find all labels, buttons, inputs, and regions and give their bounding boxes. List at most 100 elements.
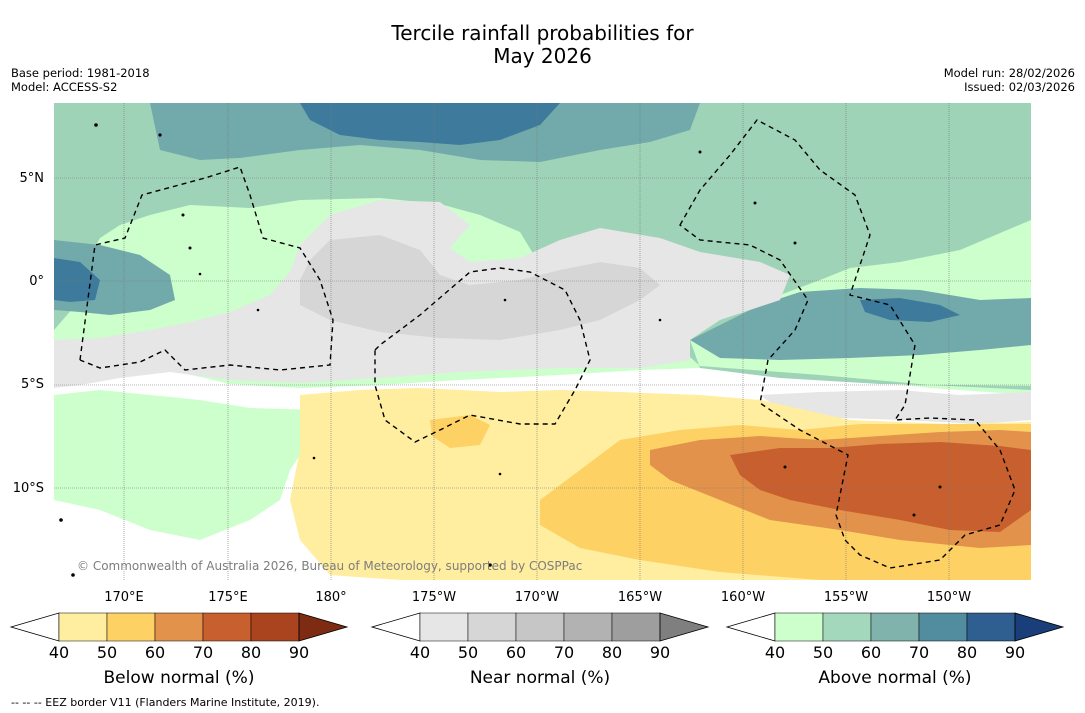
base-period: Base period: 1981-2018 <box>11 66 150 80</box>
above-normal-50-zone <box>54 103 1031 390</box>
run-info: Model run: 28/02/2026 Issued: 02/03/2026 <box>944 66 1075 94</box>
lat-label-10s: 10°S <box>12 481 44 496</box>
lon-label-175e: 175°E <box>208 590 248 605</box>
model-run-date: Model run: 28/02/2026 <box>943 66 1075 80</box>
island <box>753 201 757 205</box>
above-normal-60-zone-east <box>690 288 1031 360</box>
title-line-1: Tercile rainfall probabilities for <box>391 21 694 45</box>
above-normal-70-zone-west <box>54 258 100 302</box>
below-normal-50-zone-west <box>430 415 490 448</box>
below-normal-colorbar-high-arrow <box>298 612 349 642</box>
island <box>94 123 98 127</box>
island <box>503 298 507 302</box>
island <box>488 563 492 567</box>
near-normal-colorbar-tick: 60 <box>505 643 527 662</box>
lat-label-equator: 0° <box>29 274 44 289</box>
above-normal-colorbar-tick: 90 <box>1004 643 1026 662</box>
below-normal-colorbar-tick: 40 <box>48 643 70 662</box>
island <box>71 573 75 577</box>
island <box>698 150 702 154</box>
eez-border-kiribati-line <box>679 119 1016 569</box>
above-normal-colorbar-title: Above normal (%) <box>818 668 972 688</box>
island <box>658 318 662 322</box>
below-normal-colorbar-tick: 50 <box>96 643 118 662</box>
island <box>312 456 316 460</box>
above-normal-colorbar-segment <box>822 612 872 642</box>
lon-label-175w: 175°W <box>411 590 457 605</box>
below-normal-colorbar-segment <box>106 612 156 642</box>
eez-border-kiribati-gilbert <box>79 166 334 371</box>
above-normal-colorbar-tick: 80 <box>956 643 978 662</box>
island <box>181 213 185 217</box>
lat-label-5s: 5°S <box>20 377 44 392</box>
above-normal-70-zone-north <box>300 103 560 145</box>
lon-label-150w: 150°W <box>926 590 972 605</box>
below-normal-colorbar-segment <box>58 612 108 642</box>
island <box>912 513 916 517</box>
island <box>793 241 797 245</box>
near-normal-colorbar-low-arrow <box>370 612 421 642</box>
above-normal-colorbar-low-arrow <box>725 612 776 642</box>
lon-label-160w: 160°W <box>720 590 766 605</box>
lon-label-170e: 170°E <box>104 590 144 605</box>
above-normal-colorbar-tick: 60 <box>860 643 882 662</box>
near-normal-colorbar-tick: 90 <box>649 643 671 662</box>
below-normal-colorbar-tick: 60 <box>144 643 166 662</box>
below-normal-70-zone <box>730 442 1031 532</box>
island <box>59 518 63 522</box>
below-normal-colorbar-segment <box>202 612 252 642</box>
near-normal-colorbar-segment <box>515 612 565 642</box>
near-normal-colorbar-segment <box>563 612 613 642</box>
below-normal-colorbar-tick: 70 <box>192 643 214 662</box>
below-normal-colorbar-segment <box>154 612 204 642</box>
near-normal-colorbar-tick: 80 <box>601 643 623 662</box>
island <box>783 465 787 469</box>
title-line-2: May 2026 <box>493 44 592 68</box>
issued-date: Issued: 02/03/2026 <box>964 80 1075 94</box>
island <box>498 472 502 476</box>
near-normal-colorbar-tick: 40 <box>409 643 431 662</box>
near-normal-colorbar-high-arrow <box>659 612 710 642</box>
above-normal-40-zone-southwest <box>54 390 320 540</box>
near-normal-colorbar-segment <box>467 612 517 642</box>
above-normal-colorbar-tick: 70 <box>908 643 930 662</box>
near-normal-colorbar-title: Near normal (%) <box>469 668 611 688</box>
lon-label-155w: 155°W <box>823 590 869 605</box>
islands <box>59 123 942 577</box>
above-normal-colorbar-segment <box>966 612 1016 642</box>
colorbars <box>9 612 1065 642</box>
below-normal-colorbar-title: Below normal (%) <box>103 668 255 688</box>
eez-borders <box>79 119 1016 569</box>
lon-label-165w: 165°W <box>617 590 663 605</box>
near-normal-colorbar-segment <box>611 612 661 642</box>
below-normal-colorbar-tick: 90 <box>288 643 310 662</box>
eez-footnote: -- -- -- EEZ border V11 (Flanders Marine… <box>11 696 320 709</box>
above-normal-colorbar-tick: 40 <box>764 643 786 662</box>
eez-border-kiribati-phoenix <box>374 267 591 443</box>
island <box>188 246 192 250</box>
graticule <box>54 103 1031 580</box>
above-normal-colorbar-segment <box>774 612 824 642</box>
near-normal-colorbar-segment <box>419 612 469 642</box>
near-normal-colorbar-tick: 50 <box>457 643 479 662</box>
lon-label-170w: 170°W <box>514 590 560 605</box>
above-normal-colorbar-tick: 50 <box>812 643 834 662</box>
below-normal-colorbar-tick: 80 <box>240 643 262 662</box>
lon-label-180: 180° <box>315 590 347 605</box>
map-title: Tercile rainfall probabilities for May 2… <box>0 22 1085 68</box>
near-normal-50-zone <box>300 235 660 340</box>
island <box>938 485 942 489</box>
copyright-notice: © Commonwealth of Australia 2026, Bureau… <box>77 559 583 573</box>
probability-fields <box>54 103 1031 580</box>
above-normal-colorbar-segment <box>870 612 920 642</box>
above-normal-colorbar-segment <box>918 612 968 642</box>
model-info: Base period: 1981-2018 Model: ACCESS-S2 <box>11 66 150 94</box>
below-normal-colorbar-low-arrow <box>9 612 60 642</box>
island <box>198 272 202 276</box>
island <box>256 308 260 312</box>
lat-label-5n: 5°N <box>19 171 45 186</box>
below-normal-colorbar-segment <box>250 612 300 642</box>
model-name: Model: ACCESS-S2 <box>11 80 118 94</box>
near-normal-colorbar-tick: 70 <box>553 643 575 662</box>
